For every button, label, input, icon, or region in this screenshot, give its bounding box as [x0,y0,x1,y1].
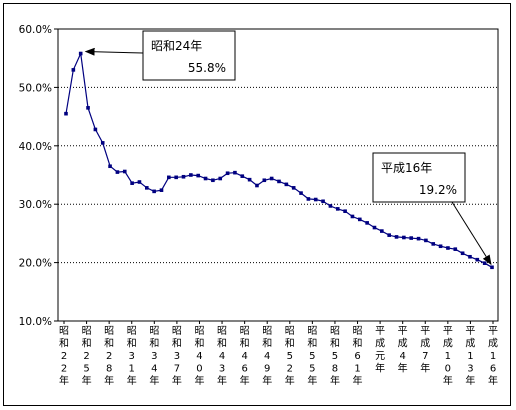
data-point [372,225,377,230]
data-point [482,261,487,265]
data-point [335,207,340,211]
x-tick-label: 昭和 3 1 年 [127,325,137,387]
data-point [174,175,178,180]
data-point [211,178,215,183]
data-point [424,238,428,243]
data-point [64,111,68,116]
data-point [365,221,369,225]
data-point [93,127,98,132]
data-point [189,173,193,177]
y-tick-label: 50.0% [19,82,52,94]
data-point [152,189,156,194]
data-point [438,244,443,249]
data-point [71,68,76,72]
data-point [137,180,142,184]
x-tick-label: 平成元年 [375,326,385,375]
data-point [269,176,274,181]
callout-peak-value: 55.8% [188,61,226,75]
x-tick-label: 平成 1 6 年 [488,326,498,387]
data-point [350,214,355,219]
callout-peak-arrow [84,47,144,56]
callout-last-value: 19.2% [419,183,457,197]
data-point [122,169,127,174]
data-point [284,182,289,187]
data-point [357,217,362,222]
x-tick-label: 平成 4 年 [398,326,408,375]
data-point [203,176,208,181]
data-point [306,197,311,201]
y-tick-label: 10.0% [19,316,52,328]
callout-last-arrow [451,201,492,266]
data-point [255,183,259,188]
data-point [225,171,230,176]
data-point [277,179,281,184]
data-point [490,265,494,270]
data-point [167,175,171,180]
callout-last-year: 平成16年 [381,161,432,175]
data-point [313,197,318,202]
data-point [328,204,333,208]
x-tick-label: 昭和 4 3 年 [217,325,227,387]
data-point [394,235,399,239]
data-point [321,199,325,204]
data-point [387,233,391,237]
data-point [100,141,105,145]
data-point [247,177,252,182]
data-point [240,174,245,178]
x-tick-label: 昭和 5 5 年 [307,325,317,387]
x-tick-label: 平成 7 年 [420,326,430,375]
x-tick-label: 昭和 5 8 年 [330,325,340,387]
data-point [343,209,347,214]
data-point [196,173,201,178]
y-tick-label: 20.0% [19,258,52,270]
x-tick-label: 平成 1 0 年 [443,326,453,387]
data-point [468,254,472,259]
plot-area [57,28,499,322]
x-tick-label: 平成 1 3 年 [465,326,475,387]
data-point [159,188,164,192]
callout-peak-year: 昭和24年 [151,39,202,53]
data-point [431,242,436,246]
data-point [181,174,186,179]
data-point [78,51,83,56]
data-point [416,236,421,241]
data-point [115,170,120,174]
y-tick-label: 30.0% [19,199,52,211]
callout-box-peak [142,30,236,81]
x-tick-label: 昭和 6 1 年 [353,325,363,387]
callout-box-last [372,152,466,203]
y-tick-label: 40.0% [19,141,52,153]
x-tick-label: 昭和 2 2 年 [59,325,69,387]
x-tick-label: 昭和 4 6 年 [240,325,250,387]
data-point [299,191,303,195]
data-point [233,170,237,175]
y-tick-label: 60.0% [19,24,52,36]
data-point [409,236,414,240]
data-point [144,186,149,190]
x-tick-label: 昭和 3 7 年 [172,325,182,387]
data-point [453,247,458,251]
data-point [218,176,223,181]
x-tick-label: 昭和 4 9 年 [262,325,272,387]
data-point [86,106,90,110]
data-point [402,235,406,240]
data-point [262,178,267,183]
data-point [291,186,296,190]
x-tick-label: 昭和 2 8 年 [104,325,114,387]
x-tick-label: 昭和 5 2 年 [285,325,295,387]
data-point [108,164,112,169]
data-point [460,251,465,256]
data-point [380,229,384,233]
data-point [130,181,134,185]
x-tick-label: 昭和 4 0 年 [194,325,204,387]
x-tick-label: 昭和 2 5 年 [82,325,92,387]
data-point [475,257,480,262]
x-tick-label: 昭和 3 4 年 [149,325,159,387]
data-point [446,246,450,250]
